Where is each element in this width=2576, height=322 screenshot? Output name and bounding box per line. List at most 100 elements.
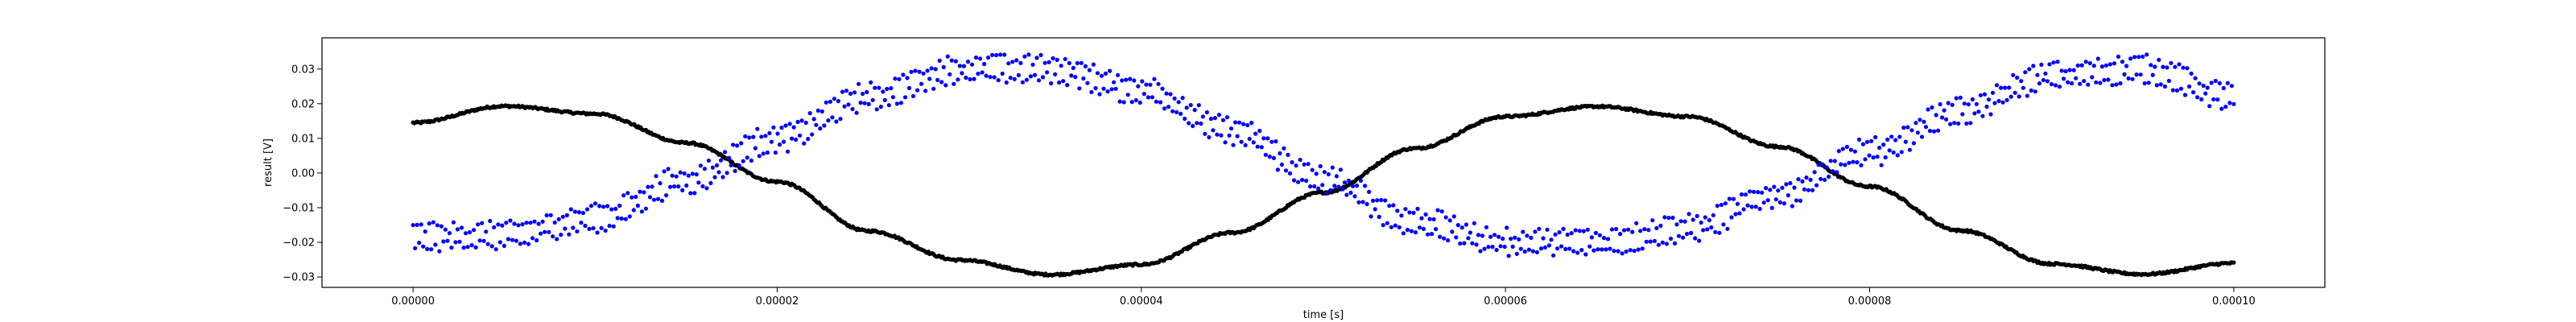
data-point-blue	[1059, 64, 1063, 68]
data-point-blue	[1664, 242, 1669, 246]
data-point-blue	[1739, 192, 1744, 197]
data-point-blue	[1216, 113, 1221, 118]
data-point-blue	[638, 189, 642, 194]
data-point-blue	[1200, 114, 1205, 119]
data-point-blue	[1952, 121, 1957, 126]
data-point-blue	[953, 59, 958, 64]
data-point-blue	[1431, 217, 1436, 221]
data-point-blue	[1300, 177, 1305, 183]
data-point-blue	[694, 172, 699, 177]
data-point-blue	[1290, 160, 1294, 165]
data-point-blue	[1717, 230, 1722, 235]
data-point-blue	[1656, 242, 1661, 247]
data-point-blue	[743, 134, 748, 138]
data-point-blue	[923, 89, 928, 93]
data-point-blue	[1459, 225, 1464, 230]
data-point-blue	[1067, 60, 1071, 65]
data-point-blue	[643, 206, 649, 211]
data-point-blue	[947, 72, 952, 76]
data-point-blue	[642, 190, 646, 195]
data-point-blue	[1713, 229, 1718, 234]
data-point-blue	[2049, 82, 2054, 87]
data-point-blue	[435, 223, 440, 228]
data-point-blue	[1852, 149, 1857, 154]
data-point-blue	[659, 198, 665, 203]
data-point-blue	[1980, 114, 1985, 118]
data-point-blue	[2099, 64, 2104, 69]
data-point-blue	[1923, 125, 1929, 130]
data-point-blue	[2033, 89, 2037, 94]
data-point-blue	[528, 221, 533, 225]
data-point-blue	[1597, 233, 1602, 237]
data-point-blue	[1604, 247, 1608, 252]
data-point-blue	[1196, 103, 1201, 108]
data-point-blue	[2205, 85, 2210, 90]
data-point-blue	[2153, 64, 2157, 69]
x-tick-label: 0.00004	[1120, 295, 1163, 308]
data-point-blue	[960, 71, 964, 76]
data-point-blue	[1810, 188, 1815, 192]
data-point-blue	[476, 222, 481, 227]
data-point-blue	[1241, 122, 1246, 126]
data-point-blue	[413, 246, 418, 250]
data-point-blue	[526, 242, 531, 246]
data-point-blue	[811, 117, 816, 122]
data-point-blue	[1174, 109, 1179, 114]
data-point-blue	[1403, 207, 1408, 212]
data-point-blue	[798, 133, 803, 138]
data-point-blue	[1271, 155, 1276, 160]
data-point-blue	[769, 139, 774, 144]
data-point-blue	[964, 75, 968, 80]
data-point-blue	[824, 100, 828, 105]
data-point-blue	[1180, 96, 1185, 101]
data-point-blue	[1024, 77, 1029, 82]
data-point-blue	[2158, 82, 2163, 87]
data-point-blue	[477, 238, 482, 243]
data-point-blue	[998, 52, 1003, 57]
data-point-blue	[943, 83, 948, 88]
data-point-blue	[858, 101, 863, 105]
data-point-blue	[1502, 244, 1507, 250]
data-point-blue	[668, 184, 673, 189]
data-point-blue	[1179, 111, 1183, 116]
data-point-blue	[1409, 229, 1414, 233]
data-point-blue	[535, 237, 539, 243]
data-point-blue	[1439, 209, 1444, 214]
data-point-blue	[2051, 60, 2056, 65]
data-point-blue	[874, 107, 879, 112]
data-point-blue	[1579, 248, 1584, 253]
data-point-blue	[1843, 163, 1847, 167]
data-point-blue	[1802, 187, 1807, 192]
data-point-blue	[1458, 241, 1463, 246]
data-point-blue	[1156, 81, 1161, 86]
data-point-blue	[1792, 185, 1797, 190]
data-point-blue	[591, 225, 596, 231]
data-point-blue	[1521, 229, 1525, 234]
data-point-blue	[901, 72, 906, 77]
data-point-blue	[1263, 152, 1268, 157]
data-point-blue	[2041, 77, 2046, 83]
data-point-blue	[902, 95, 908, 100]
data-point-blue	[1083, 64, 1088, 68]
data-point-blue	[1199, 121, 1203, 126]
data-point-blue	[1141, 92, 1146, 97]
data-point-blue	[1757, 206, 1762, 212]
data-point-blue	[1358, 178, 1364, 183]
data-point-blue	[1796, 177, 1801, 182]
data-point-blue	[415, 222, 419, 227]
data-point-blue	[1798, 198, 1803, 203]
data-point-blue	[2231, 101, 2236, 106]
data-point-blue	[1863, 157, 1868, 162]
data-point-blue	[1401, 231, 1406, 236]
data-point-blue	[576, 210, 582, 215]
data-point-blue	[2118, 80, 2123, 86]
data-point-blue	[544, 213, 549, 218]
data-point-blue	[1261, 136, 1266, 141]
data-point-blue	[956, 77, 960, 82]
data-point-blue	[1932, 129, 1937, 134]
data-point-blue	[425, 246, 430, 251]
data-point-blue	[1972, 111, 1977, 116]
data-point-blue	[555, 237, 559, 242]
data-point-blue	[1682, 219, 1687, 224]
data-point-blue	[1306, 162, 1311, 167]
